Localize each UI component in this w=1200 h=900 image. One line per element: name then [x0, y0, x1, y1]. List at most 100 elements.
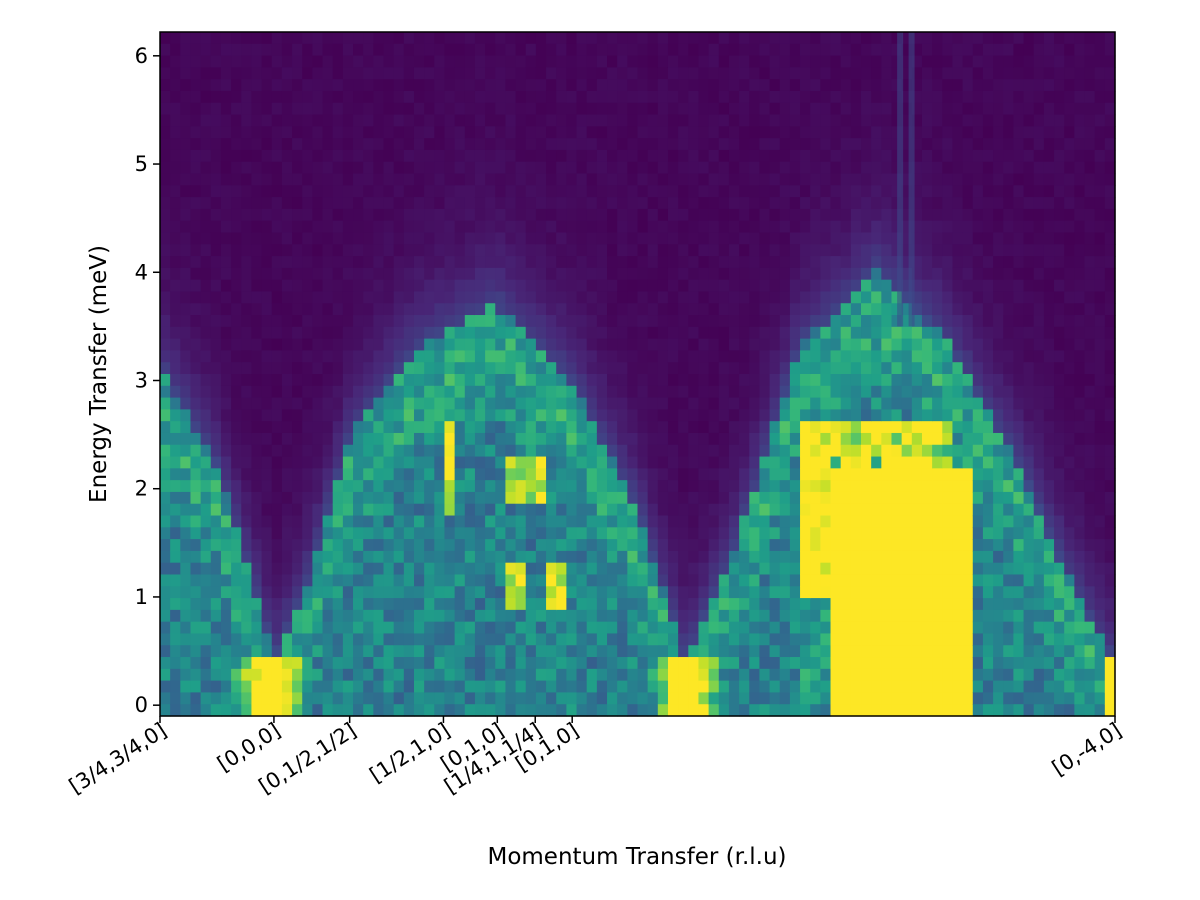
heatmap-cell — [952, 43, 964, 57]
heatmap-cell — [413, 149, 425, 163]
heatmap-cell — [861, 456, 872, 469]
heatmap-cell — [657, 244, 669, 257]
heatmap-cell — [271, 598, 283, 611]
heatmap-cell — [678, 456, 689, 469]
heatmap-cell — [180, 432, 192, 446]
heatmap-cell — [353, 208, 364, 222]
heatmap-cell — [881, 114, 893, 127]
heatmap-cell — [332, 267, 344, 281]
heatmap-cell — [800, 503, 811, 517]
heatmap-cell — [698, 55, 710, 68]
heatmap-cell — [261, 67, 273, 80]
heatmap-cell — [231, 598, 242, 611]
heatmap-cell — [810, 432, 821, 446]
heatmap-cell — [292, 90, 303, 104]
heatmap-cell — [353, 256, 364, 269]
heatmap-cell — [759, 515, 771, 528]
heatmap-cell — [292, 338, 303, 352]
heatmap-cell — [180, 515, 192, 528]
heatmap-cell — [607, 126, 618, 139]
heatmap-cell — [302, 468, 313, 481]
heatmap-cell — [281, 421, 293, 434]
heatmap-cell — [617, 432, 628, 446]
heatmap-cell — [200, 161, 212, 175]
heatmap-cell — [1003, 491, 1014, 505]
heatmap-cell — [1003, 503, 1014, 517]
heatmap-cell — [678, 432, 689, 446]
heatmap-cell — [850, 374, 862, 387]
heatmap-cell — [515, 515, 527, 528]
heatmap-cell — [556, 432, 567, 446]
heatmap-cell — [962, 515, 974, 528]
heatmap-cell — [546, 220, 557, 234]
heatmap-cell — [403, 562, 415, 576]
heatmap-cell — [261, 704, 273, 717]
heatmap-cell — [607, 67, 618, 80]
heatmap-cell — [993, 480, 1004, 493]
heatmap-cell — [972, 197, 984, 210]
heatmap-cell — [1003, 409, 1014, 422]
heatmap-cell — [231, 90, 242, 104]
heatmap-cell — [657, 527, 669, 540]
heatmap-cell — [739, 574, 750, 587]
heatmap-cell — [190, 197, 202, 210]
heatmap-cell — [769, 43, 781, 57]
heatmap-cell — [535, 79, 547, 92]
heatmap-cell — [241, 232, 253, 245]
heatmap-cell — [586, 397, 598, 410]
heatmap-cell — [261, 102, 273, 116]
heatmap-cell — [353, 114, 364, 127]
heatmap-cell — [210, 550, 222, 564]
heatmap-cell — [353, 338, 364, 352]
heatmap-cell — [220, 503, 232, 517]
heatmap-cell — [627, 185, 639, 198]
heatmap-cell — [820, 291, 832, 304]
heatmap-cell — [596, 692, 608, 705]
heatmap-cell — [800, 409, 811, 422]
heatmap-cell — [281, 374, 293, 387]
heatmap-cell — [180, 598, 192, 611]
heatmap-cell — [373, 315, 385, 328]
heatmap-cell — [312, 291, 324, 304]
heatmap-cell — [789, 185, 801, 198]
heatmap-cell — [271, 138, 283, 151]
heatmap-cell — [759, 397, 771, 410]
heatmap-cell — [464, 539, 476, 552]
heatmap-cell — [363, 586, 374, 599]
heatmap-cell — [1023, 562, 1035, 576]
heatmap-cell — [454, 692, 466, 705]
heatmap-cell — [292, 692, 303, 705]
heatmap-cell — [322, 208, 334, 222]
heatmap-cell — [840, 256, 852, 269]
heatmap-cell — [718, 185, 730, 198]
heatmap-cell — [261, 668, 273, 682]
heatmap-cell — [891, 621, 903, 635]
heatmap-cell — [667, 208, 679, 222]
heatmap-cell — [1003, 315, 1014, 328]
heatmap-cell — [881, 645, 893, 658]
heatmap-cell — [617, 480, 628, 493]
heatmap-cell — [810, 562, 821, 576]
heatmap-cell — [292, 503, 303, 517]
heatmap-cell — [627, 362, 639, 375]
heatmap-cell — [535, 704, 547, 717]
heatmap-cell — [637, 704, 649, 717]
heatmap-cell — [617, 197, 628, 210]
heatmap-cell — [871, 362, 882, 375]
heatmap-cell — [718, 362, 730, 375]
heatmap-cell — [891, 338, 903, 352]
heatmap-cell — [160, 574, 171, 587]
heatmap-cell — [413, 232, 425, 245]
heatmap-cell — [769, 586, 781, 599]
heatmap-cell — [739, 503, 750, 517]
heatmap-cell — [617, 350, 628, 363]
heatmap-cell — [495, 574, 507, 587]
heatmap-cell — [363, 161, 374, 175]
heatmap-cell — [454, 138, 466, 151]
heatmap-cell — [647, 138, 659, 151]
heatmap-cell — [413, 350, 425, 363]
heatmap-cell — [525, 586, 537, 599]
heatmap-cell — [921, 102, 933, 116]
heatmap-cell — [607, 232, 618, 245]
heatmap-cell — [952, 421, 964, 434]
